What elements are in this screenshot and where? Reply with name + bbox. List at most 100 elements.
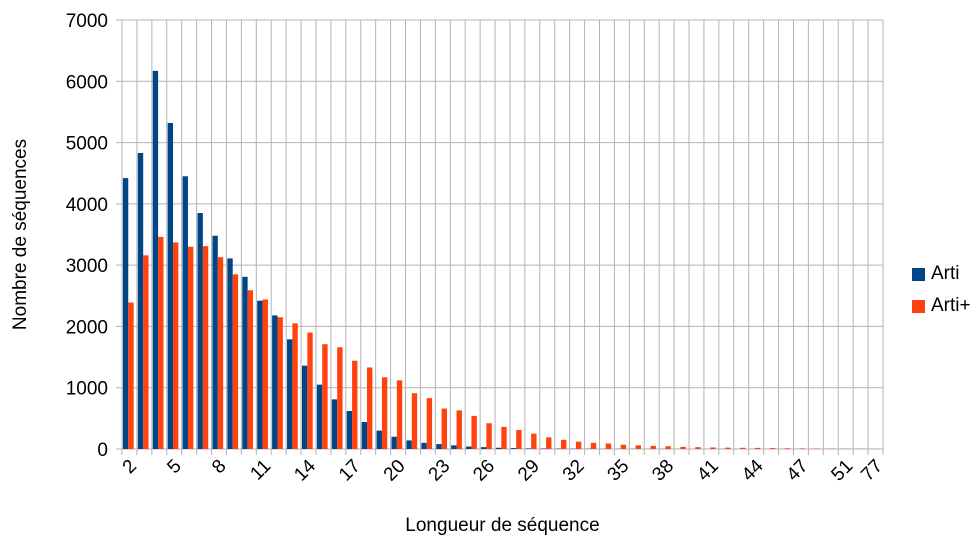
bar-arti-plus bbox=[635, 445, 641, 449]
bar-arti-plus bbox=[187, 246, 194, 449]
bar-arti bbox=[152, 70, 159, 450]
bar-arti-plus bbox=[292, 323, 298, 449]
bar-arti-plus bbox=[516, 430, 522, 449]
bar-arti-plus bbox=[784, 448, 791, 449]
bar-arti-plus bbox=[471, 415, 477, 449]
bar-arti-plus bbox=[426, 398, 433, 449]
legend-label-arti: Arti bbox=[931, 263, 960, 284]
x-tick-label: 41 bbox=[693, 456, 723, 486]
bar-arti bbox=[525, 448, 532, 449]
bar-arti bbox=[212, 235, 218, 449]
bar-arti-plus bbox=[307, 332, 313, 449]
bar-arti-plus bbox=[411, 393, 418, 449]
bar-arti-plus bbox=[173, 242, 179, 449]
bar-arti-plus bbox=[202, 246, 209, 449]
x-tick-label: 29 bbox=[514, 456, 544, 486]
x-tick-label: 23 bbox=[425, 456, 455, 486]
bar-arti-plus bbox=[337, 347, 343, 449]
x-tick-label: 44 bbox=[738, 455, 768, 485]
bar-arti bbox=[376, 430, 382, 449]
bar-arti-plus bbox=[486, 423, 492, 449]
y-tick-label: 6000 bbox=[66, 72, 108, 93]
bar-arti-plus bbox=[367, 367, 373, 449]
bar-arti bbox=[346, 411, 353, 449]
bar-arti-plus bbox=[217, 257, 224, 449]
bar-arti-plus bbox=[725, 447, 731, 449]
x-axis-title: Longueur de séquence bbox=[405, 515, 599, 536]
y-axis-title: Nombre de séquences bbox=[10, 139, 31, 330]
legend-item-arti-plus: Arti+ bbox=[912, 290, 971, 322]
bar-arti bbox=[272, 315, 278, 449]
bar-arti-plus bbox=[575, 441, 582, 449]
bar-arti-plus bbox=[158, 236, 164, 449]
bar-arti bbox=[421, 442, 427, 449]
bar-arti-plus bbox=[396, 380, 403, 449]
bar-arti bbox=[391, 436, 397, 449]
x-tick-label: 47 bbox=[783, 456, 813, 486]
bar-arti bbox=[257, 300, 263, 449]
bar-arti-plus bbox=[247, 290, 254, 449]
bar-arti-plus bbox=[531, 433, 537, 449]
bar-arti-plus bbox=[605, 443, 612, 449]
y-tick-label: 2000 bbox=[66, 317, 108, 338]
legend: Arti Arti+ bbox=[912, 258, 971, 322]
x-tick-label: 14 bbox=[290, 455, 320, 485]
bar-arti-plus bbox=[590, 442, 597, 449]
bar-arti-plus bbox=[799, 448, 806, 449]
bar-arti bbox=[122, 178, 129, 450]
bar-arti-plus bbox=[710, 447, 716, 449]
bar-arti-plus bbox=[262, 299, 268, 449]
bar-arti bbox=[242, 276, 248, 449]
x-tick-label: 51 bbox=[827, 456, 857, 486]
bar-arti-plus bbox=[381, 377, 388, 449]
legend-swatch-arti-plus bbox=[912, 299, 925, 313]
bar-arti-plus bbox=[322, 344, 328, 449]
bar-arti-plus bbox=[232, 274, 239, 449]
bar-arti bbox=[287, 339, 293, 449]
bar-arti bbox=[227, 258, 233, 449]
x-tick-label: 77 bbox=[857, 456, 887, 486]
bar-arti bbox=[510, 448, 517, 449]
bar-arti-plus bbox=[143, 255, 149, 449]
x-tick-label: 32 bbox=[559, 456, 589, 486]
bar-arti bbox=[436, 444, 442, 449]
bar-arti-plus bbox=[695, 447, 701, 449]
bar-arti-plus bbox=[456, 410, 462, 449]
bar-arti bbox=[495, 447, 502, 449]
x-tick-label: 2 bbox=[119, 456, 141, 478]
bar-arti-plus bbox=[277, 317, 283, 449]
bar-arti-plus bbox=[560, 439, 567, 449]
bar-arti bbox=[481, 447, 487, 449]
bar-arti bbox=[331, 399, 338, 449]
legend-swatch-arti bbox=[912, 267, 925, 281]
bar-arti-plus bbox=[441, 408, 447, 449]
x-tick-label: 8 bbox=[208, 456, 230, 478]
bar-arti-plus bbox=[620, 444, 627, 449]
bar-arti bbox=[316, 384, 323, 449]
bar-arti bbox=[182, 176, 188, 449]
x-tick-label: 35 bbox=[604, 456, 634, 486]
bar-arti bbox=[361, 422, 368, 449]
x-tick-label: 11 bbox=[246, 456, 275, 485]
bar-arti-plus bbox=[128, 302, 134, 449]
x-tick-label: 26 bbox=[469, 456, 499, 486]
x-tick-label: 5 bbox=[163, 456, 185, 478]
y-tick-label: 0 bbox=[97, 440, 108, 461]
x-tick-label: 20 bbox=[380, 456, 410, 486]
x-tick-label: 17 bbox=[335, 456, 365, 486]
bar-arti-plus bbox=[665, 446, 671, 449]
y-tick-label: 3000 bbox=[66, 256, 108, 277]
bar-arti bbox=[301, 365, 308, 449]
bar-arti bbox=[406, 440, 412, 449]
bar-arti bbox=[451, 445, 457, 449]
bar-arti-plus bbox=[680, 446, 686, 449]
bar-arti bbox=[197, 213, 203, 449]
bar-arti-plus bbox=[740, 447, 746, 449]
y-tick-label: 4000 bbox=[66, 195, 108, 216]
bar-arti bbox=[137, 152, 144, 450]
x-tick-label: 38 bbox=[648, 456, 678, 486]
legend-item-arti: Arti bbox=[912, 258, 971, 290]
bar-arti-plus bbox=[546, 437, 552, 449]
bar-arti-plus bbox=[352, 360, 358, 449]
